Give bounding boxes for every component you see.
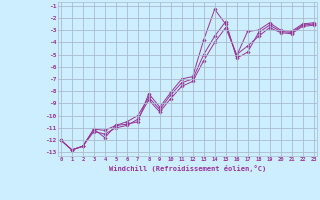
X-axis label: Windchill (Refroidissement éolien,°C): Windchill (Refroidissement éolien,°C) bbox=[108, 165, 266, 172]
